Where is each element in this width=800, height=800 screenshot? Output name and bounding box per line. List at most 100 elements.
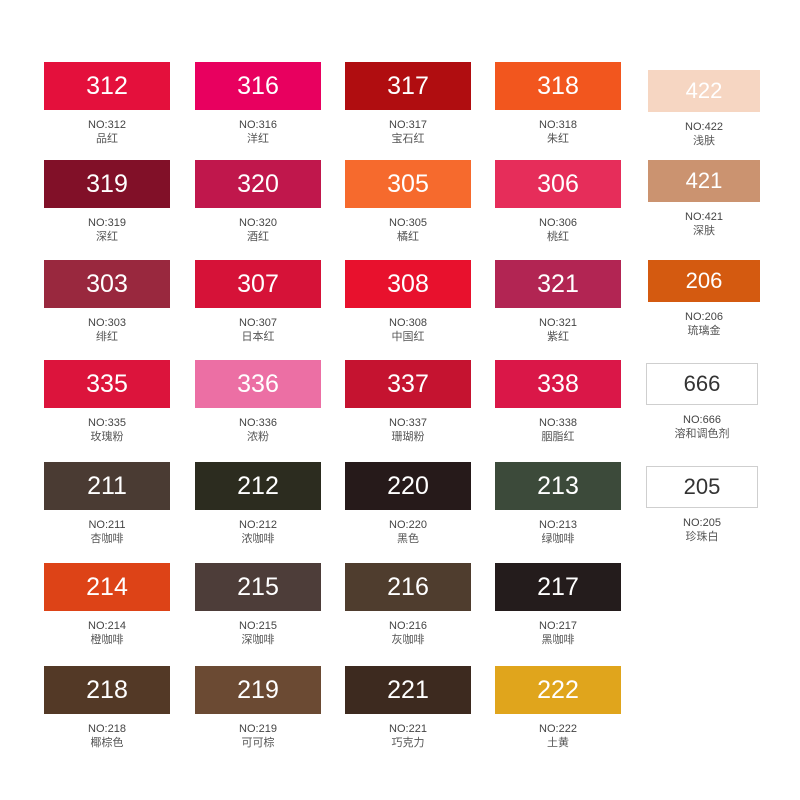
swatch-212: 212 NO:212 浓咖啡 <box>195 462 321 546</box>
color-name: 巧克力 <box>391 736 425 749</box>
color-chip: 338 <box>495 360 621 408</box>
color-name: 珍珠白 <box>685 530 719 543</box>
color-name: 中国红 <box>391 330 425 343</box>
color-chip: 214 <box>44 563 170 611</box>
color-code: NO:338 <box>539 417 577 429</box>
color-chip: 319 <box>44 160 170 208</box>
color-code: NO:205 <box>683 517 721 529</box>
color-chip: 666 <box>646 363 758 405</box>
color-name: 浓咖啡 <box>241 532 275 545</box>
color-chip: 335 <box>44 360 170 408</box>
color-code: NO:220 <box>389 519 427 531</box>
color-code: NO:666 <box>683 414 721 426</box>
color-code: NO:218 <box>88 723 126 735</box>
color-code: NO:316 <box>239 119 277 131</box>
swatch-337: 337 NO:337 珊瑚粉 <box>345 360 471 444</box>
color-code: NO:308 <box>389 317 427 329</box>
color-name: 橙咖啡 <box>90 633 124 646</box>
color-name: 橘红 <box>397 230 419 243</box>
swatch-666: 666 NO:666 溶和调色剂 <box>646 363 758 441</box>
color-chip: 220 <box>345 462 471 510</box>
swatch-211: 211 NO:211 杏咖啡 <box>44 462 170 546</box>
color-code: NO:422 <box>685 121 723 133</box>
swatch-421: 421 NO:421 深肤 <box>648 160 760 238</box>
color-name: 深咖啡 <box>241 633 275 646</box>
color-name: 黑咖啡 <box>541 633 575 646</box>
color-name: 灰咖啡 <box>391 633 425 646</box>
color-name: 洋红 <box>247 132 269 145</box>
swatch-318: 318 NO:318 朱红 <box>495 62 621 146</box>
color-name: 绿咖啡 <box>541 532 575 545</box>
swatch-316: 316 NO:316 洋红 <box>195 62 321 146</box>
color-name: 日本红 <box>241 330 275 343</box>
color-chip: 212 <box>195 462 321 510</box>
color-chip: 312 <box>44 62 170 110</box>
swatch-205: 205 NO:205 珍珠白 <box>646 466 758 544</box>
color-chip: 217 <box>495 563 621 611</box>
color-name: 酒红 <box>247 230 269 243</box>
color-code: NO:212 <box>239 519 277 531</box>
color-code: NO:335 <box>88 417 126 429</box>
swatch-335: 335 NO:335 玫瑰粉 <box>44 360 170 444</box>
color-chip: 222 <box>495 666 621 714</box>
color-name: 紫红 <box>547 330 569 343</box>
swatch-216: 216 NO:216 灰咖啡 <box>345 563 471 647</box>
color-chip: 219 <box>195 666 321 714</box>
color-name: 珊瑚粉 <box>391 430 425 443</box>
color-chip: 318 <box>495 62 621 110</box>
color-name: 绯红 <box>96 330 118 343</box>
color-name: 深肤 <box>693 224 715 237</box>
swatch-221: 221 NO:221 巧克力 <box>345 666 471 750</box>
swatch-220: 220 NO:220 黑色 <box>345 462 471 546</box>
color-code: NO:215 <box>239 620 277 632</box>
color-chip: 303 <box>44 260 170 308</box>
color-chip: 305 <box>345 160 471 208</box>
color-chip: 307 <box>195 260 321 308</box>
color-chip: 213 <box>495 462 621 510</box>
swatch-338: 338 NO:338 胭脂红 <box>495 360 621 444</box>
swatch-214: 214 NO:214 橙咖啡 <box>44 563 170 647</box>
swatch-422: 422 NO:422 浅肤 <box>648 70 760 148</box>
color-code: NO:319 <box>88 217 126 229</box>
color-name: 黑色 <box>397 532 419 545</box>
color-chip: 205 <box>646 466 758 508</box>
color-chip: 336 <box>195 360 321 408</box>
color-chip: 218 <box>44 666 170 714</box>
swatch-320: 320 NO:320 酒红 <box>195 160 321 244</box>
swatch-303: 303 NO:303 绯红 <box>44 260 170 344</box>
color-name: 桃红 <box>547 230 569 243</box>
color-code: NO:214 <box>88 620 126 632</box>
swatch-307: 307 NO:307 日本红 <box>195 260 321 344</box>
swatch-317: 317 NO:317 宝石红 <box>345 62 471 146</box>
color-code: NO:222 <box>539 723 577 735</box>
color-code: NO:206 <box>685 311 723 323</box>
color-code: NO:321 <box>539 317 577 329</box>
color-code: NO:421 <box>685 211 723 223</box>
color-name: 土黄 <box>547 736 569 749</box>
color-code: NO:337 <box>389 417 427 429</box>
swatch-306: 306 NO:306 桃红 <box>495 160 621 244</box>
swatch-222: 222 NO:222 土黄 <box>495 666 621 750</box>
color-code: NO:320 <box>239 217 277 229</box>
color-name: 可可棕 <box>241 736 275 749</box>
color-chip: 422 <box>648 70 760 112</box>
color-code: NO:312 <box>88 119 126 131</box>
color-name: 品红 <box>96 132 118 145</box>
color-name: 琉璃金 <box>687 324 721 337</box>
color-code: NO:221 <box>389 723 427 735</box>
color-code: NO:318 <box>539 119 577 131</box>
swatch-218: 218 NO:218 椰棕色 <box>44 666 170 750</box>
color-chip: 421 <box>648 160 760 202</box>
color-code: NO:336 <box>239 417 277 429</box>
color-chip: 321 <box>495 260 621 308</box>
swatch-213: 213 NO:213 绿咖啡 <box>495 462 621 546</box>
color-name: 深红 <box>96 230 118 243</box>
color-chip: 221 <box>345 666 471 714</box>
color-name: 胭脂红 <box>541 430 575 443</box>
color-chip: 320 <box>195 160 321 208</box>
color-chip: 211 <box>44 462 170 510</box>
swatch-206: 206 NO:206 琉璃金 <box>648 260 760 338</box>
color-name: 溶和调色剂 <box>674 427 730 440</box>
color-chip: 206 <box>648 260 760 302</box>
